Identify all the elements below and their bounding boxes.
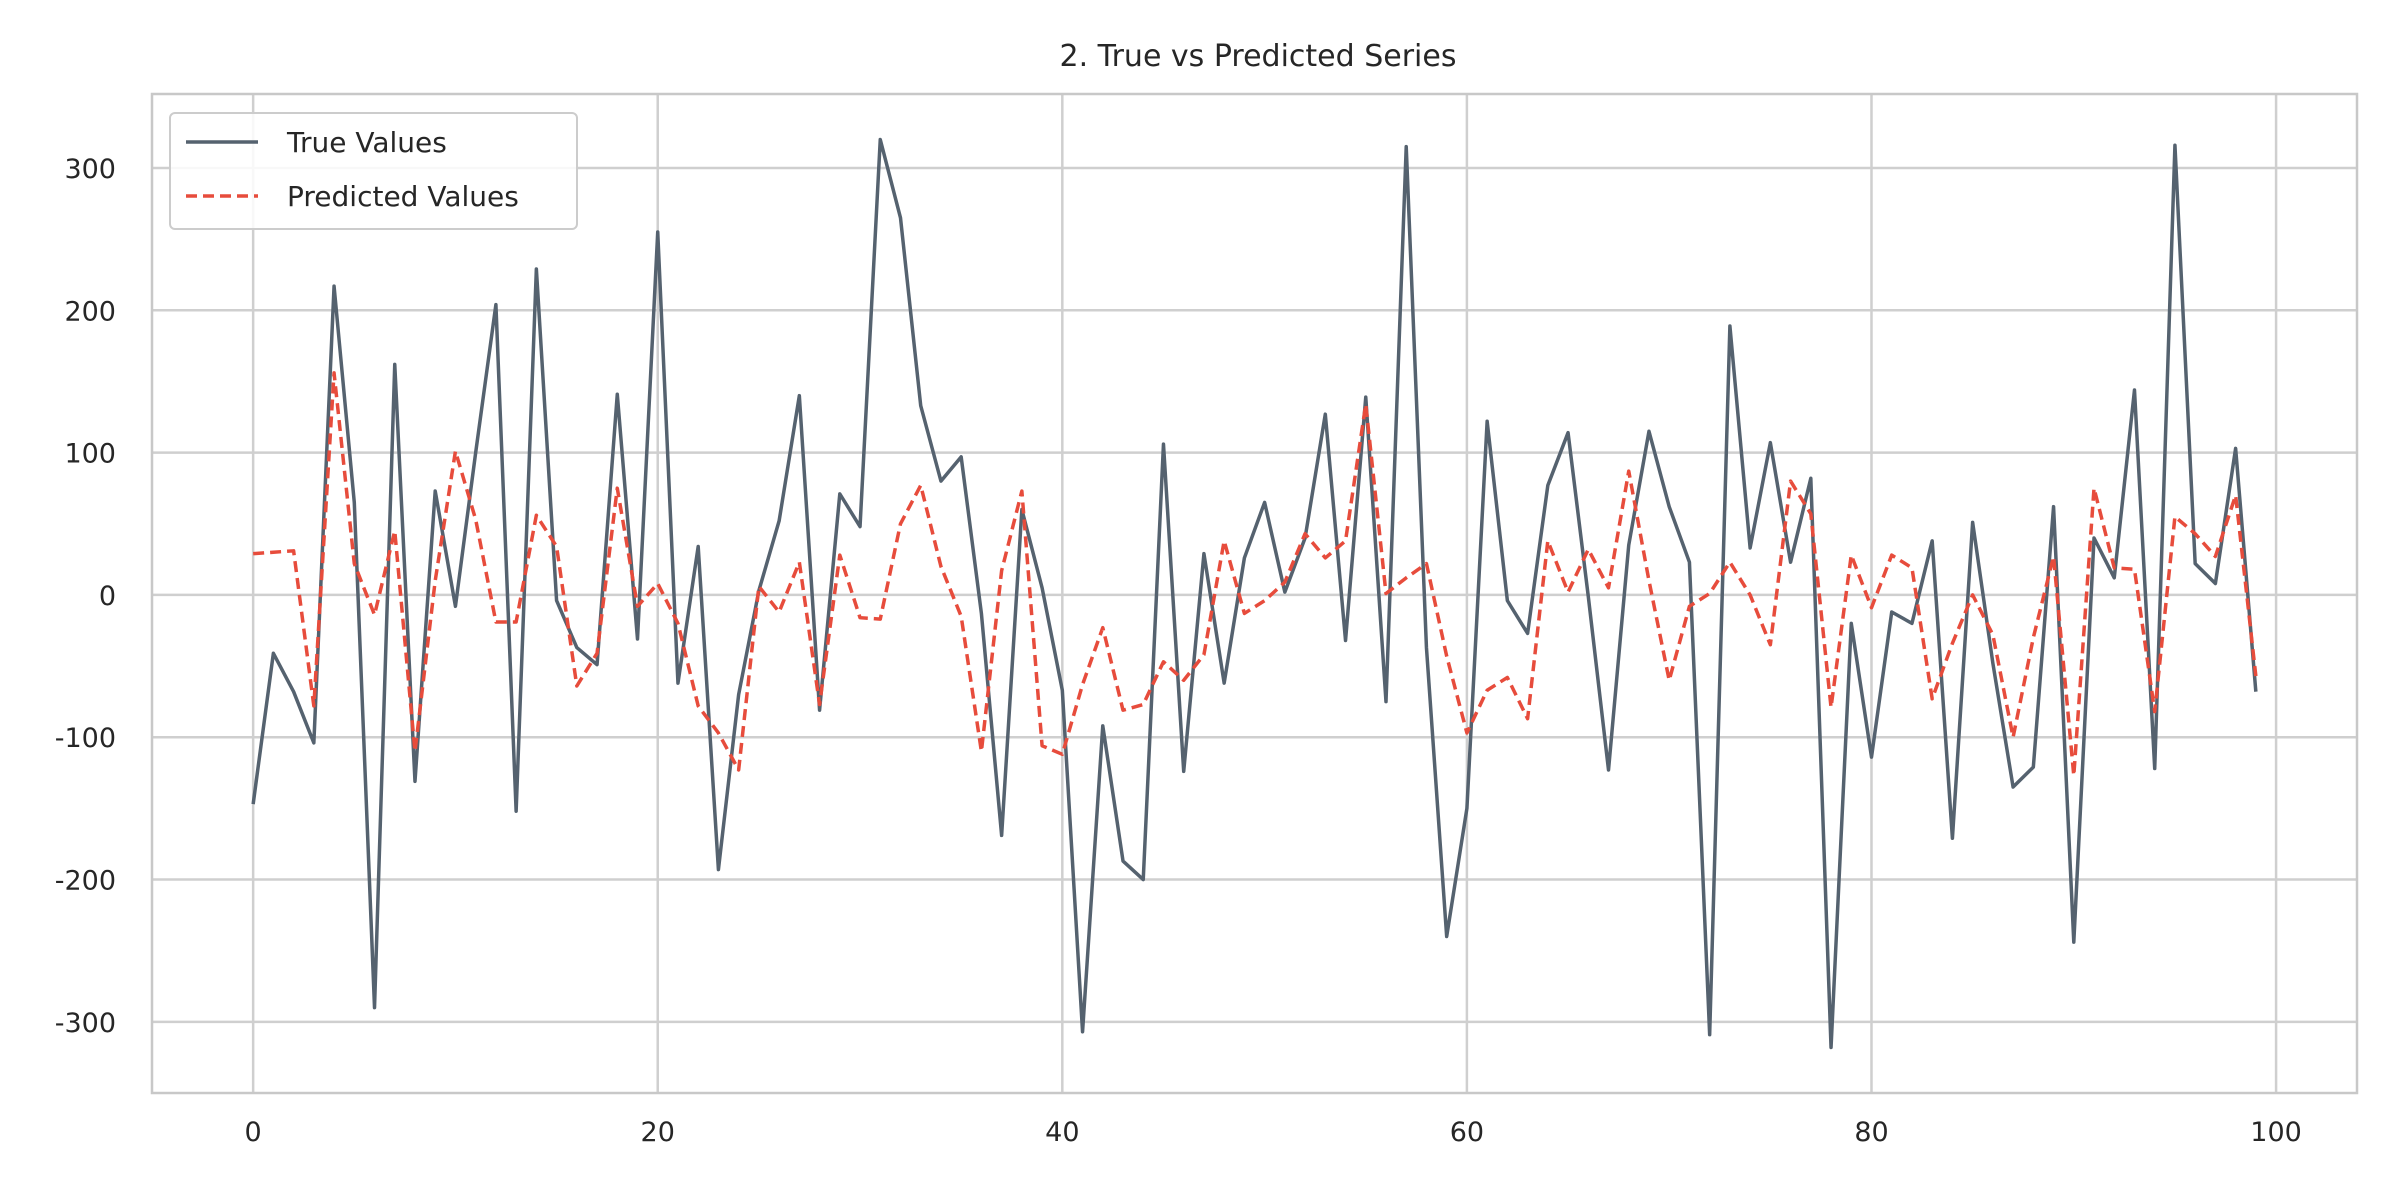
x-tick-label: 20 bbox=[641, 1117, 675, 1148]
y-tick-label: 300 bbox=[64, 154, 116, 185]
x-tick-label: 40 bbox=[1045, 1117, 1079, 1148]
x-tick-label: 0 bbox=[245, 1117, 262, 1148]
y-tick-label: 0 bbox=[99, 581, 116, 612]
legend-box bbox=[169, 112, 578, 230]
y-tick-label: -300 bbox=[55, 1008, 116, 1039]
series-line-true-values bbox=[251, 137, 2258, 1050]
series-layer bbox=[251, 137, 2258, 1050]
legend: True Values Predicted Values bbox=[169, 112, 578, 230]
x-tick-label: 80 bbox=[1854, 1117, 1888, 1148]
chart-title: 2. True vs Predicted Series bbox=[1060, 39, 1457, 74]
y-tick-label: -100 bbox=[55, 723, 116, 754]
x-tick-label: 60 bbox=[1450, 1117, 1484, 1148]
legend-label-predicted-values: Predicted Values bbox=[287, 180, 519, 213]
y-axis-ticks: -300 -200 -100 0 100 200 300 bbox=[55, 154, 116, 1039]
x-axis-ticks: 0 20 40 60 80 100 bbox=[245, 1117, 2302, 1148]
plot-frame bbox=[150, 92, 2359, 1095]
x-tick-label: 100 bbox=[2250, 1117, 2302, 1148]
series-line-predicted-values bbox=[253, 371, 2258, 778]
y-tick-label: 100 bbox=[64, 439, 116, 470]
y-tick-label: -200 bbox=[55, 866, 116, 897]
legend-label-true-values: True Values bbox=[286, 126, 447, 159]
y-tick-label: 200 bbox=[64, 296, 116, 327]
